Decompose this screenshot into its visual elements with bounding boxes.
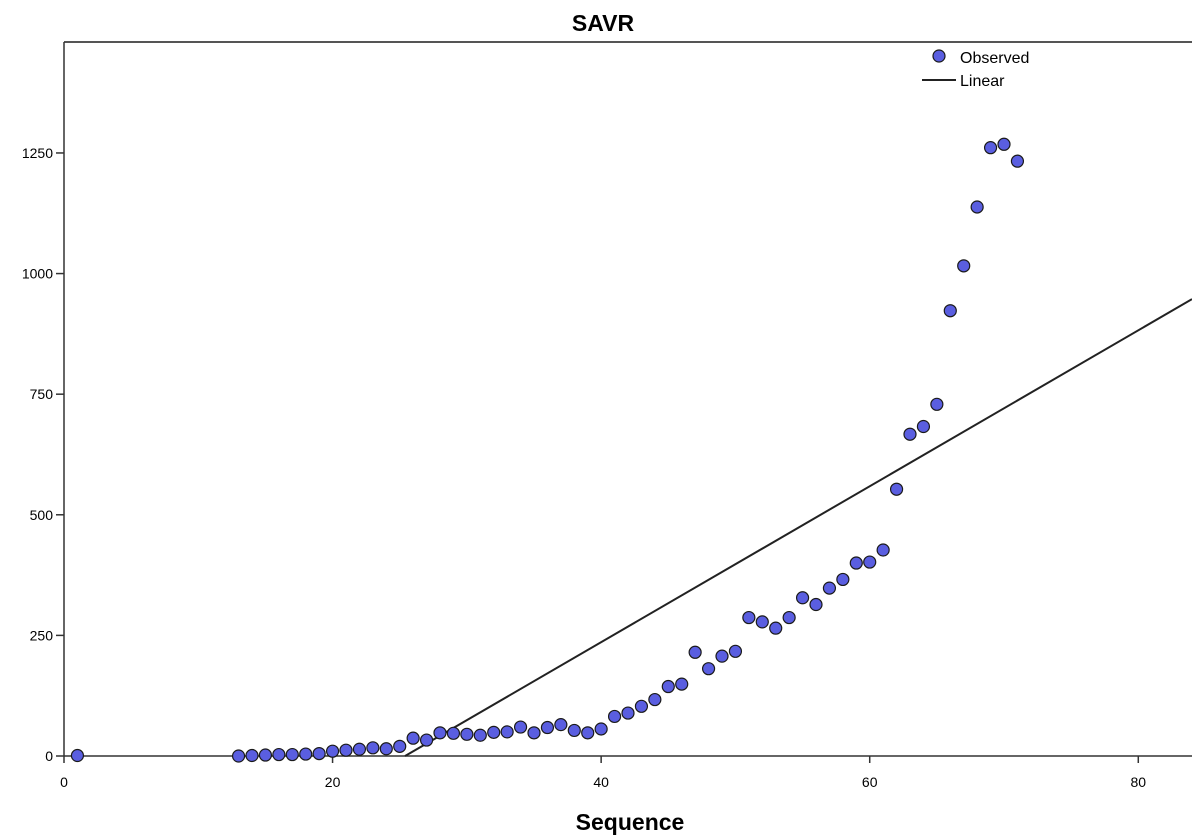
data-point	[634, 699, 649, 713]
observed-points-layer	[70, 137, 1025, 763]
data-point	[272, 747, 286, 762]
y-tick-label: 1250	[22, 145, 53, 161]
x-axis-ticks: 0 20 40 60 80	[60, 756, 1146, 790]
data-point	[513, 720, 528, 734]
y-axis-ticks: 0 250 500 750 1000 1250	[22, 145, 64, 764]
y-tick-label: 250	[30, 627, 54, 643]
data-point	[325, 744, 340, 758]
data-point	[446, 726, 461, 740]
y-tick-label: 750	[30, 386, 54, 402]
data-point	[245, 748, 259, 763]
data-point	[795, 591, 810, 605]
linear-fit-line	[404, 298, 1192, 757]
data-point	[406, 731, 420, 745]
chart-title: SAVR	[572, 10, 635, 36]
data-point	[648, 692, 662, 707]
data-point	[581, 726, 595, 740]
data-point	[863, 555, 877, 569]
data-point	[540, 720, 555, 735]
data-point	[728, 644, 743, 658]
data-point	[701, 662, 716, 676]
x-tick-label: 80	[1130, 774, 1146, 790]
data-point	[419, 733, 434, 747]
data-point	[849, 556, 863, 570]
data-point	[621, 706, 635, 720]
data-point	[916, 419, 931, 434]
y-tick-label: 500	[30, 507, 54, 523]
data-point	[997, 137, 1011, 151]
data-point	[661, 679, 675, 694]
data-point	[487, 725, 501, 739]
data-point	[822, 581, 837, 595]
data-point	[460, 727, 474, 741]
x-tick-label: 0	[60, 774, 68, 790]
data-point	[594, 722, 608, 736]
data-point	[567, 723, 581, 738]
data-point	[715, 649, 729, 663]
data-point	[836, 572, 850, 587]
data-point	[943, 304, 957, 318]
data-point	[889, 482, 904, 496]
data-point	[500, 725, 514, 739]
data-point	[258, 748, 273, 762]
data-point	[742, 610, 756, 625]
y-tick-label: 1000	[22, 266, 53, 282]
data-point	[379, 742, 393, 756]
data-point	[527, 726, 541, 740]
data-point	[70, 748, 85, 763]
x-tick-label: 40	[593, 774, 609, 790]
data-point	[983, 141, 998, 155]
data-point	[339, 743, 353, 757]
data-point	[930, 397, 944, 411]
data-point	[755, 615, 769, 629]
data-point	[957, 259, 971, 273]
data-point	[607, 709, 622, 724]
data-point	[312, 746, 326, 761]
data-point	[231, 749, 246, 763]
data-point	[352, 742, 367, 756]
linear-fit-layer	[404, 298, 1192, 757]
data-point	[393, 739, 407, 753]
x-tick-label: 20	[325, 774, 341, 790]
data-point	[433, 726, 447, 740]
x-axis-label: Sequence	[576, 809, 685, 835]
data-point	[473, 728, 487, 742]
data-point	[903, 427, 917, 441]
legend-observed-label: Observed	[960, 50, 1029, 67]
data-point	[809, 597, 823, 612]
data-point	[285, 747, 299, 762]
data-point	[876, 543, 890, 557]
legend-observed-marker	[932, 49, 946, 63]
legend-linear-label: Linear	[960, 73, 1005, 90]
data-point	[1010, 154, 1025, 168]
data-point	[554, 718, 568, 732]
data-point	[675, 677, 689, 691]
y-tick-label: 0	[45, 748, 53, 764]
x-tick-label: 60	[862, 774, 878, 790]
data-point	[688, 645, 702, 659]
data-point	[769, 621, 783, 635]
data-point	[970, 200, 984, 214]
legend: Observed Linear	[922, 49, 1029, 90]
data-point	[366, 741, 380, 755]
plot-area	[63, 41, 1192, 757]
data-point	[299, 747, 313, 761]
data-point	[782, 610, 796, 625]
